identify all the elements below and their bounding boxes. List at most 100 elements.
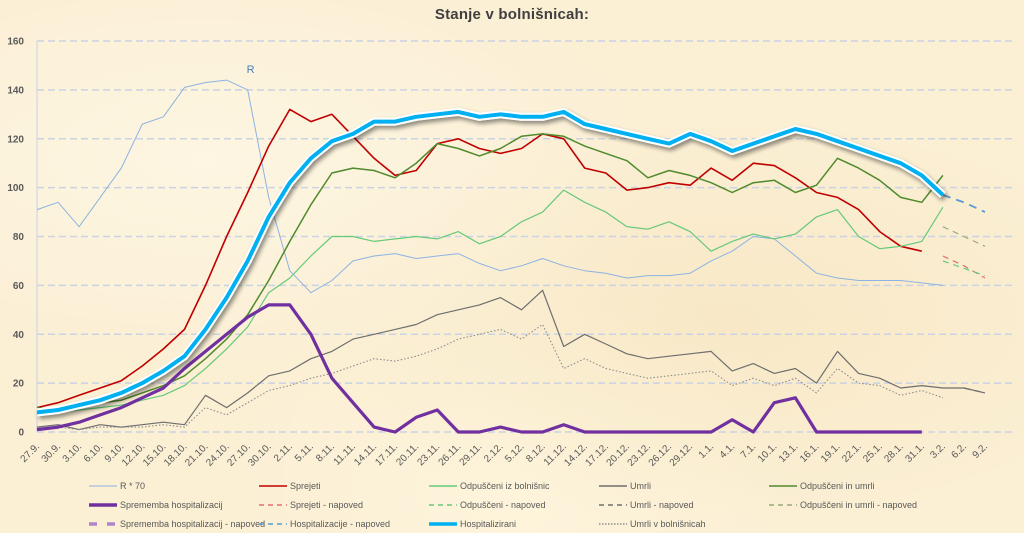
x-tick-label: 30.9. xyxy=(40,441,64,465)
series-umrli-v-bolni-nicah xyxy=(36,323,944,431)
legend-item: Odpuščeni in umrli xyxy=(768,479,875,493)
x-tick-label: 28.1. xyxy=(882,441,906,465)
legend-label: Sprejeti - napoved xyxy=(290,500,364,510)
chart-title: Stanje v bolnišnicah: xyxy=(434,6,590,23)
x-tick-label: 14.12. xyxy=(562,441,589,468)
x-tick-label: 20.11. xyxy=(394,441,421,468)
series-line xyxy=(942,255,986,279)
x-tick-label: 30.10. xyxy=(246,441,273,468)
series-line xyxy=(36,289,986,431)
series-line xyxy=(36,108,922,409)
y-tick-label: 120 xyxy=(7,134,24,145)
y-tick-label: 0 xyxy=(18,428,24,439)
legend-label: Odpuščeni in umrli xyxy=(800,481,875,491)
legend-swatch xyxy=(599,523,627,525)
legend-label: Odpuščeni - napoved xyxy=(460,500,546,510)
legend-label: Odpuščeni iz bolnišnic xyxy=(460,481,550,491)
x-tick-label: 26.12. xyxy=(647,441,674,468)
x-tick-label: 31.1. xyxy=(903,441,927,465)
y-tick-label: 80 xyxy=(13,232,25,243)
legend-item: Odpuščeni - napoved xyxy=(428,498,546,512)
legend-label: Sprememba hospitalizacij xyxy=(120,500,223,510)
legend-item: Hospitalizacije - napoved xyxy=(258,517,390,531)
legend-label: Sprejeti xyxy=(290,481,321,491)
legend-label: Umrli xyxy=(630,481,651,491)
x-tick-label: 10.1. xyxy=(756,441,780,465)
line-chart: 0 20 40 60 80 100 120 140 160 27.9.30.9.3.10.6.1… xyxy=(7,37,1013,469)
x-tick-label: 7.1. xyxy=(739,441,759,461)
legend-swatch xyxy=(769,485,797,487)
series-line xyxy=(36,109,945,415)
x-tick-label: 17.11. xyxy=(373,441,400,468)
legend-swatch xyxy=(89,522,117,526)
legend-item: Odpuščeni in umrli - napoved xyxy=(768,498,917,512)
legend-item: Sprejeti xyxy=(258,479,321,493)
x-tick-label: 26.11. xyxy=(437,441,464,468)
x-tick-label: 14.11. xyxy=(352,441,379,468)
series-line xyxy=(36,323,944,431)
series-umrli-napoved xyxy=(963,387,986,394)
series-line xyxy=(963,387,986,394)
x-tick-label: 23.12. xyxy=(626,441,653,468)
legend-label: Hospitalizacije - napoved xyxy=(290,519,391,529)
y-axis: 0 20 40 60 80 100 120 140 160 xyxy=(7,37,24,439)
x-tick-label: 5.11. xyxy=(293,441,316,464)
legend-swatch xyxy=(429,522,457,526)
series-spremjemba-hospitalizacij xyxy=(36,303,922,434)
series-hospitalizacije-napoved xyxy=(942,194,986,213)
series-odpu-eni-napoved xyxy=(942,260,986,277)
chart-legend: R * 70 Sprejeti Odpuščeni iz bolnišnic Umrl… xyxy=(0,470,1024,530)
series-r-70 xyxy=(36,79,943,294)
legend-item: Umrli xyxy=(598,479,651,493)
x-tick-label: 23.11. xyxy=(415,441,442,468)
y-tick-label: 160 xyxy=(7,37,24,48)
legend-label: R * 70 xyxy=(120,481,146,491)
legend-item: Umrli v bolnišnicah xyxy=(598,517,706,531)
series-line xyxy=(36,133,944,411)
series-lines xyxy=(36,79,986,434)
legend-item: Sprejeti - napoved xyxy=(258,498,363,512)
legend-swatch xyxy=(429,504,457,506)
y-tick-label: 140 xyxy=(7,85,24,96)
legend-item: Umrli - napoved xyxy=(598,498,694,512)
legend-swatch xyxy=(599,485,627,487)
series-line xyxy=(36,79,943,294)
series-line xyxy=(942,194,986,213)
legend-label: Hospitalizirani xyxy=(460,519,517,529)
x-tick-label: 1.1. xyxy=(697,441,717,461)
x-tick-label: 11.11. xyxy=(332,441,358,467)
x-tick-label: 5.12. xyxy=(503,441,527,465)
x-tick-label: 29.12. xyxy=(668,441,695,468)
series-line xyxy=(36,303,922,434)
series-odpu-eni-in-umrli xyxy=(36,133,944,411)
series-odpu-eni-in-umrli-napoved xyxy=(942,226,986,247)
legend-item: Sprememba hospitalizacij xyxy=(88,498,223,512)
legend-swatch xyxy=(599,504,627,506)
annotations: R xyxy=(247,64,255,76)
legend-label: Umrli - napoved xyxy=(630,500,694,510)
series-line-halo xyxy=(36,107,946,417)
series-spremjeti-napoved xyxy=(942,255,986,279)
annotation-label: R xyxy=(247,64,255,76)
y-tick-label: 20 xyxy=(13,379,25,390)
x-tick-label: 19.1. xyxy=(819,441,843,465)
x-tick-label: 27.9. xyxy=(19,441,43,465)
gridlines xyxy=(36,40,1013,433)
y-tick-label: 60 xyxy=(13,281,25,292)
x-tick-label: 29.11. xyxy=(458,441,485,468)
y-tick-label: 40 xyxy=(13,330,25,341)
legend-swatch xyxy=(429,485,457,487)
legend-label: Odpuščeni in umrli - napoved xyxy=(800,500,918,510)
x-tick-label: 2.12. xyxy=(482,441,506,465)
legend-swatch xyxy=(89,503,117,507)
x-tick-label: 2.11. xyxy=(272,441,295,464)
legend-label: Umrli v bolnišnicah xyxy=(630,519,706,529)
legend-swatch xyxy=(89,485,117,487)
series-sprejeti xyxy=(36,108,922,409)
series-umrli xyxy=(36,289,986,431)
x-tick-label: 9.2. xyxy=(971,441,991,461)
y-tick-label: 100 xyxy=(7,183,24,194)
series-line xyxy=(37,189,944,413)
legend-swatch xyxy=(769,504,797,506)
series-hospitalizirani xyxy=(36,107,946,417)
